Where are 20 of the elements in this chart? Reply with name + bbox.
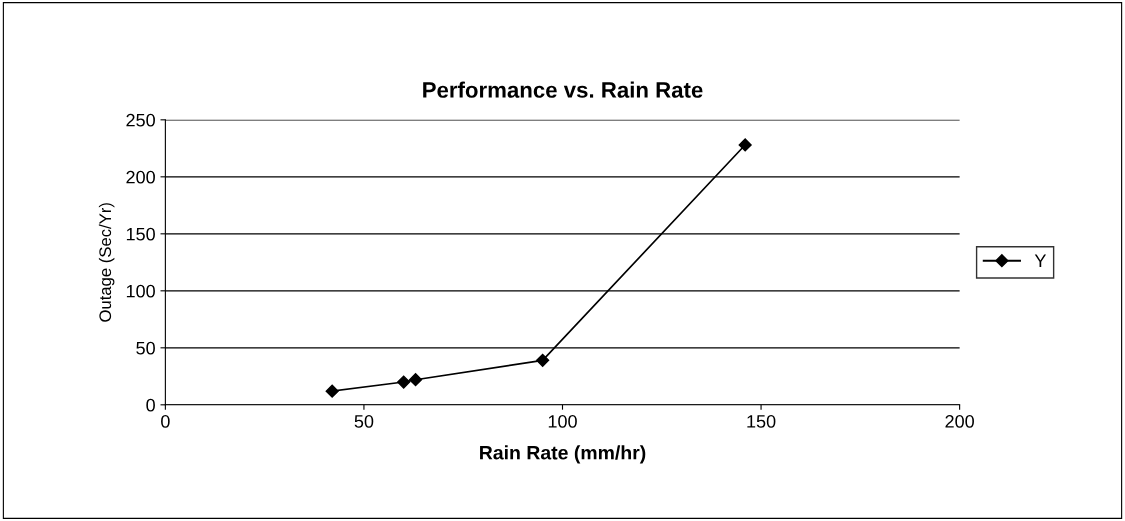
x-tick-label: 200: [945, 415, 974, 428]
x-tick-label: 100: [548, 415, 577, 428]
y-tick-label: 0: [146, 398, 155, 412]
y-tick-label: 50: [136, 341, 155, 355]
point: [536, 353, 550, 367]
point: [738, 138, 752, 152]
x-tick-label: 150: [747, 415, 776, 428]
point: [397, 375, 411, 389]
chart-title: Performance vs. Rain Rate: [423, 81, 703, 98]
point: [408, 373, 423, 387]
point: [325, 384, 339, 398]
y-tick-label: 100: [126, 284, 155, 298]
x-tick-label: 0: [161, 415, 170, 428]
x-tick-label: 50: [354, 415, 374, 428]
x-axis-title: Rain Rate (mm/hr): [480, 445, 646, 464]
y-tick-label: 150: [126, 227, 155, 241]
legend-label: Y: [1034, 254, 1047, 267]
y-axis-title: Outage (Sec/Yr): [98, 203, 115, 322]
y-tick-label: 250: [126, 113, 155, 127]
y-tick-label: 200: [126, 170, 155, 184]
